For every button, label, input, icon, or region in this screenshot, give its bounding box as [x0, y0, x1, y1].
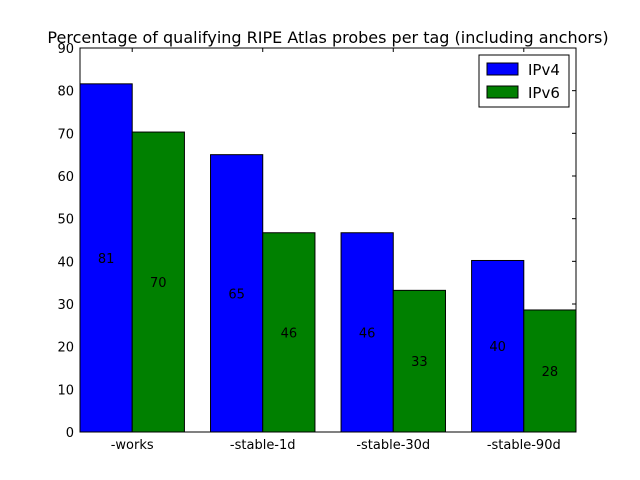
legend-swatch-ipv4: [486, 62, 519, 76]
x-tick-label: -stable-1d: [230, 438, 296, 453]
legend-label-ipv4: IPv4: [528, 61, 560, 79]
plot-frame: [79, 47, 577, 433]
y-tick-label: 40: [57, 255, 74, 270]
x-tick-label: -stable-90d: [487, 438, 561, 453]
y-tick-label: 60: [57, 170, 74, 185]
x-tick-label: -stable-30d: [356, 438, 430, 453]
bar-value-label: 81: [98, 252, 115, 267]
legend-label-ipv6: IPv6: [528, 84, 560, 102]
bar-ipv4-3: [471, 259, 525, 433]
bar-value-label: 33: [411, 355, 428, 370]
y-tick-label: 0: [66, 426, 74, 441]
bar-value-label: 40: [489, 340, 506, 355]
bar-ipv4-2: [340, 232, 394, 433]
y-tick-label: 10: [57, 383, 74, 398]
y-tick-label: 80: [57, 85, 74, 100]
y-tick-label: 50: [57, 213, 74, 228]
y-tick-label: 20: [57, 341, 74, 356]
bars-group: [79, 83, 577, 433]
y-tick-label: 90: [57, 42, 74, 57]
bar-value-label: 46: [359, 326, 376, 341]
value-labels-group: 81 70 65 46 46 33 40 28: [98, 252, 558, 380]
y-tick-label: 30: [57, 298, 74, 313]
bar-ipv6-0: [131, 131, 185, 433]
bar-ipv6-3: [523, 309, 577, 433]
bar-value-label: 46: [281, 326, 298, 341]
bar-ipv6-1: [262, 232, 316, 433]
legend-swatch-ipv6: [486, 85, 519, 99]
y-axis-ticks: 0 10 20 30 40 50 60 70 80 90: [57, 42, 576, 441]
bar-value-label: 70: [150, 276, 167, 291]
bar-ipv6-2: [392, 289, 446, 433]
bar-ipv4-0: [79, 83, 133, 433]
bar-ipv4-1: [210, 154, 264, 433]
x-tick-label: -works: [111, 438, 154, 453]
bar-value-label: 65: [228, 287, 245, 302]
x-axis-ticks: -works -stable-1d -stable-30d -stable-90d: [111, 48, 561, 453]
chart-title: Percentage of qualifying RIPE Atlas prob…: [47, 28, 608, 47]
legend: IPv4 IPv6: [478, 54, 570, 108]
y-tick-label: 70: [57, 127, 74, 142]
bar-value-label: 28: [542, 365, 559, 380]
